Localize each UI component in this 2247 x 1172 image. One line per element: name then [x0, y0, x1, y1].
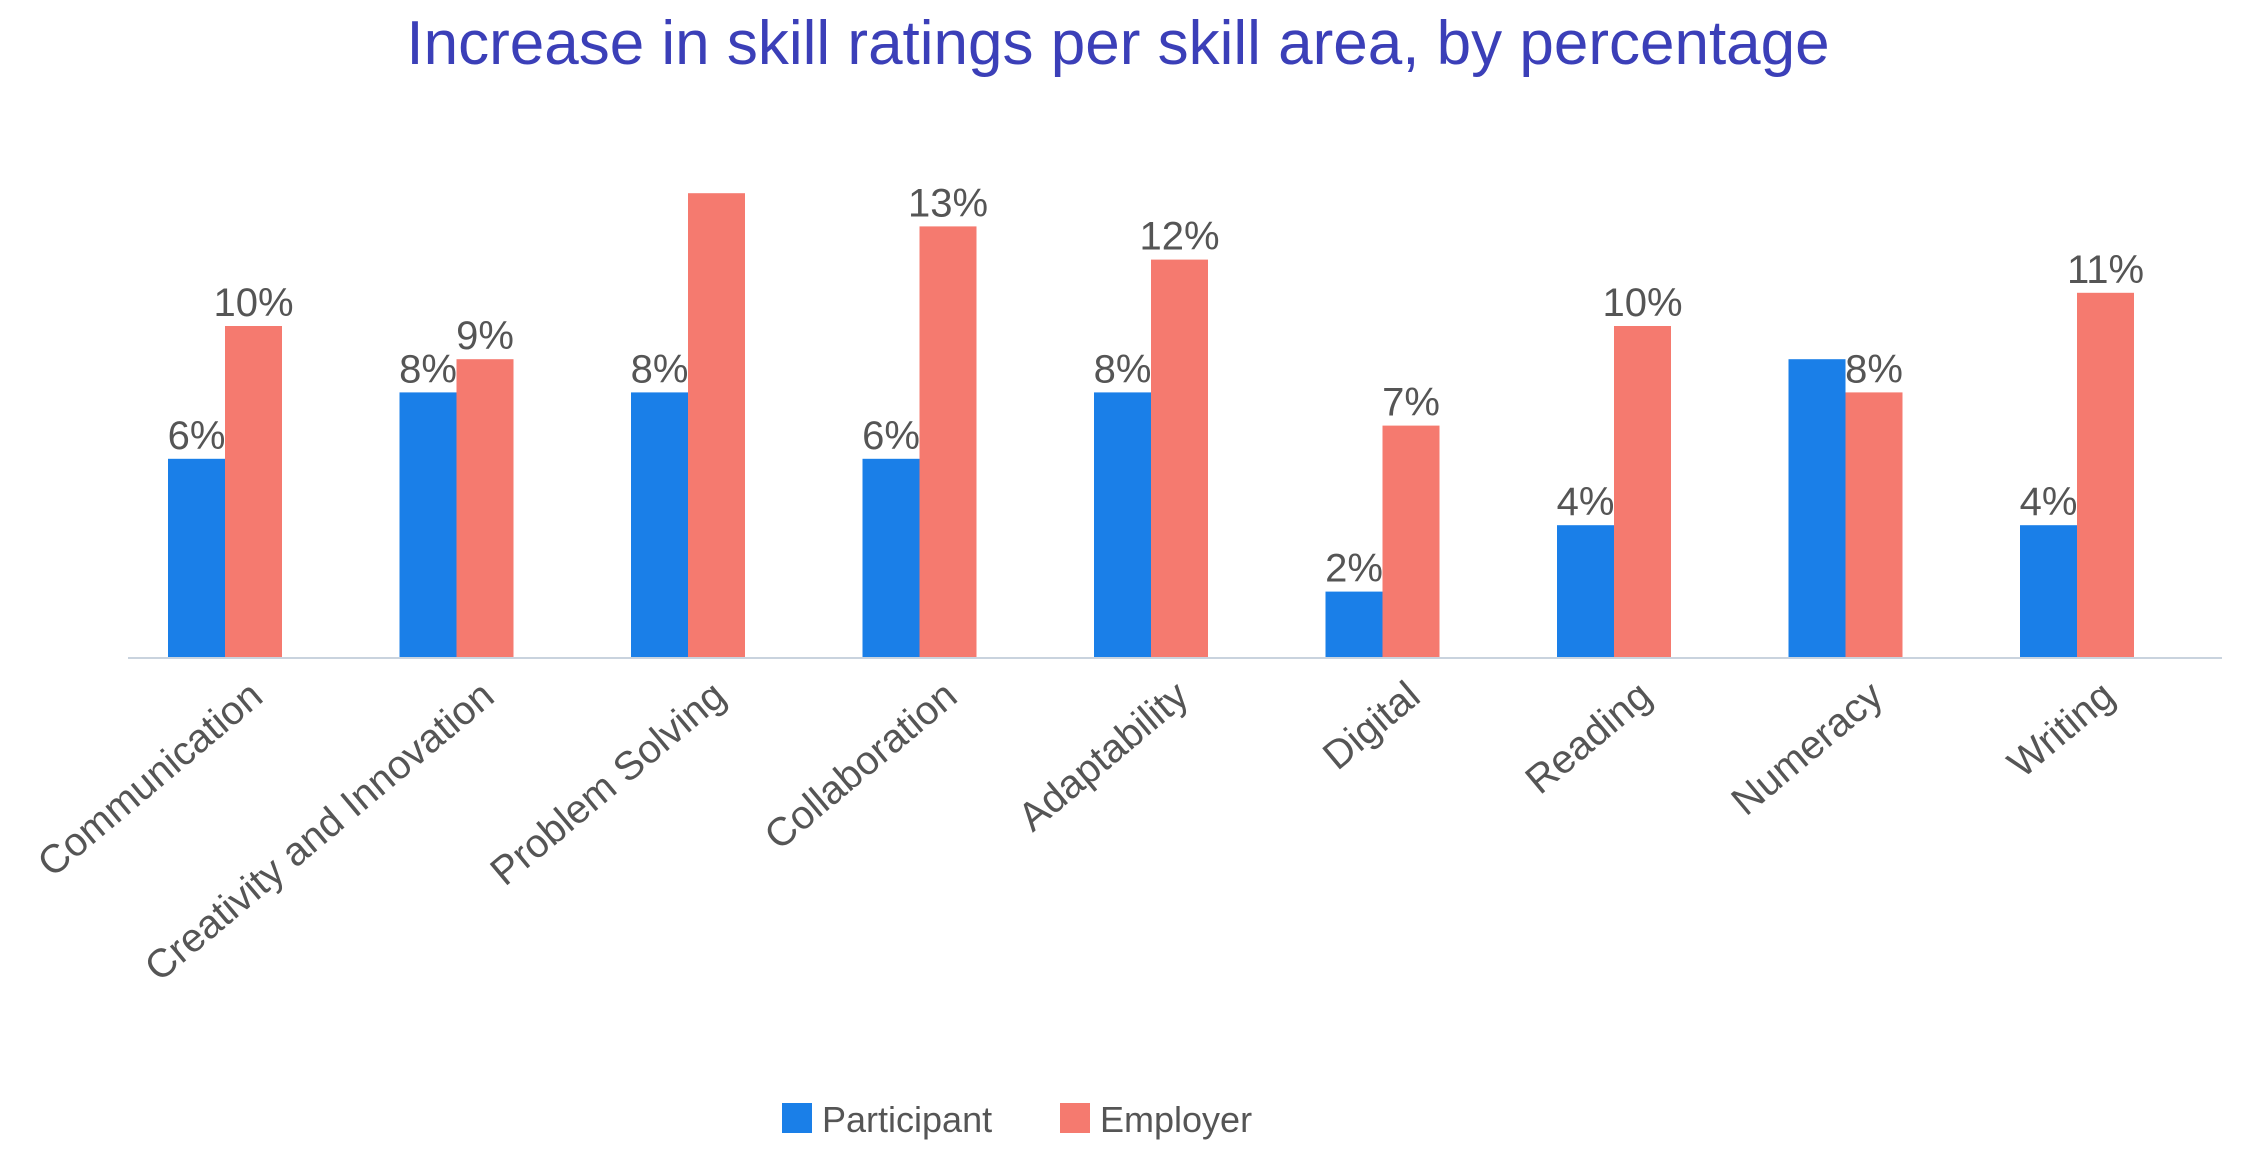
- value-labels-layer: 6%10%8%9%8%6%13%8%12%2%7%4%10%8%4%11%: [168, 181, 2144, 590]
- legend-swatch-participant: [782, 1103, 812, 1133]
- bar-employer-3: [688, 193, 745, 658]
- bar-participant-5: [1094, 392, 1151, 658]
- bar-participant-2: [399, 392, 457, 658]
- value-label-employer-2: 9%: [456, 314, 514, 358]
- bar-employer-4: [919, 226, 977, 658]
- bar-participant-7: [1557, 525, 1614, 658]
- value-label-participant-5: 8%: [1094, 347, 1152, 391]
- value-label-employer-7: 10%: [1602, 281, 1682, 325]
- value-label-employer-8: 8%: [1845, 347, 1903, 391]
- bar-participant-8: [1788, 359, 1846, 658]
- bar-employer-8: [1845, 392, 1903, 658]
- bars-layer: [168, 193, 2134, 658]
- bar-employer-6: [1382, 425, 1440, 658]
- bar-employer-9: [2077, 292, 2134, 658]
- bar-participant-4: [862, 458, 920, 658]
- bar-participant-9: [2020, 525, 2077, 658]
- chart-title: Increase in skill ratings per skill area…: [406, 9, 1829, 78]
- value-label-participant-4: 6%: [862, 414, 920, 458]
- bar-employer-7: [1614, 326, 1671, 658]
- value-label-employer-1: 10%: [213, 281, 293, 325]
- legend-label-employer: Employer: [1100, 1099, 1252, 1140]
- bar-employer-5: [1151, 259, 1208, 658]
- bar-participant-3: [631, 392, 688, 658]
- bar-participant-1: [168, 458, 225, 658]
- value-label-participant-6: 2%: [1325, 547, 1383, 591]
- value-label-employer-4: 13%: [908, 181, 988, 225]
- bar-employer-2: [456, 359, 514, 658]
- value-label-employer-5: 12%: [1139, 215, 1219, 259]
- legend-label-participant: Participant: [822, 1099, 992, 1140]
- legend-swatch-employer: [1060, 1103, 1090, 1133]
- value-label-participant-2: 8%: [399, 347, 457, 391]
- bar-participant-6: [1325, 591, 1383, 658]
- legend: Participant Employer: [782, 1099, 1252, 1140]
- value-label-employer-6: 7%: [1382, 381, 1440, 425]
- value-label-participant-9: 4%: [2020, 480, 2078, 524]
- value-label-participant-3: 8%: [631, 347, 689, 391]
- value-label-participant-1: 6%: [168, 414, 226, 458]
- value-label-participant-7: 4%: [1557, 480, 1615, 524]
- bar-employer-1: [225, 326, 282, 658]
- value-label-employer-9: 11%: [2067, 248, 2144, 292]
